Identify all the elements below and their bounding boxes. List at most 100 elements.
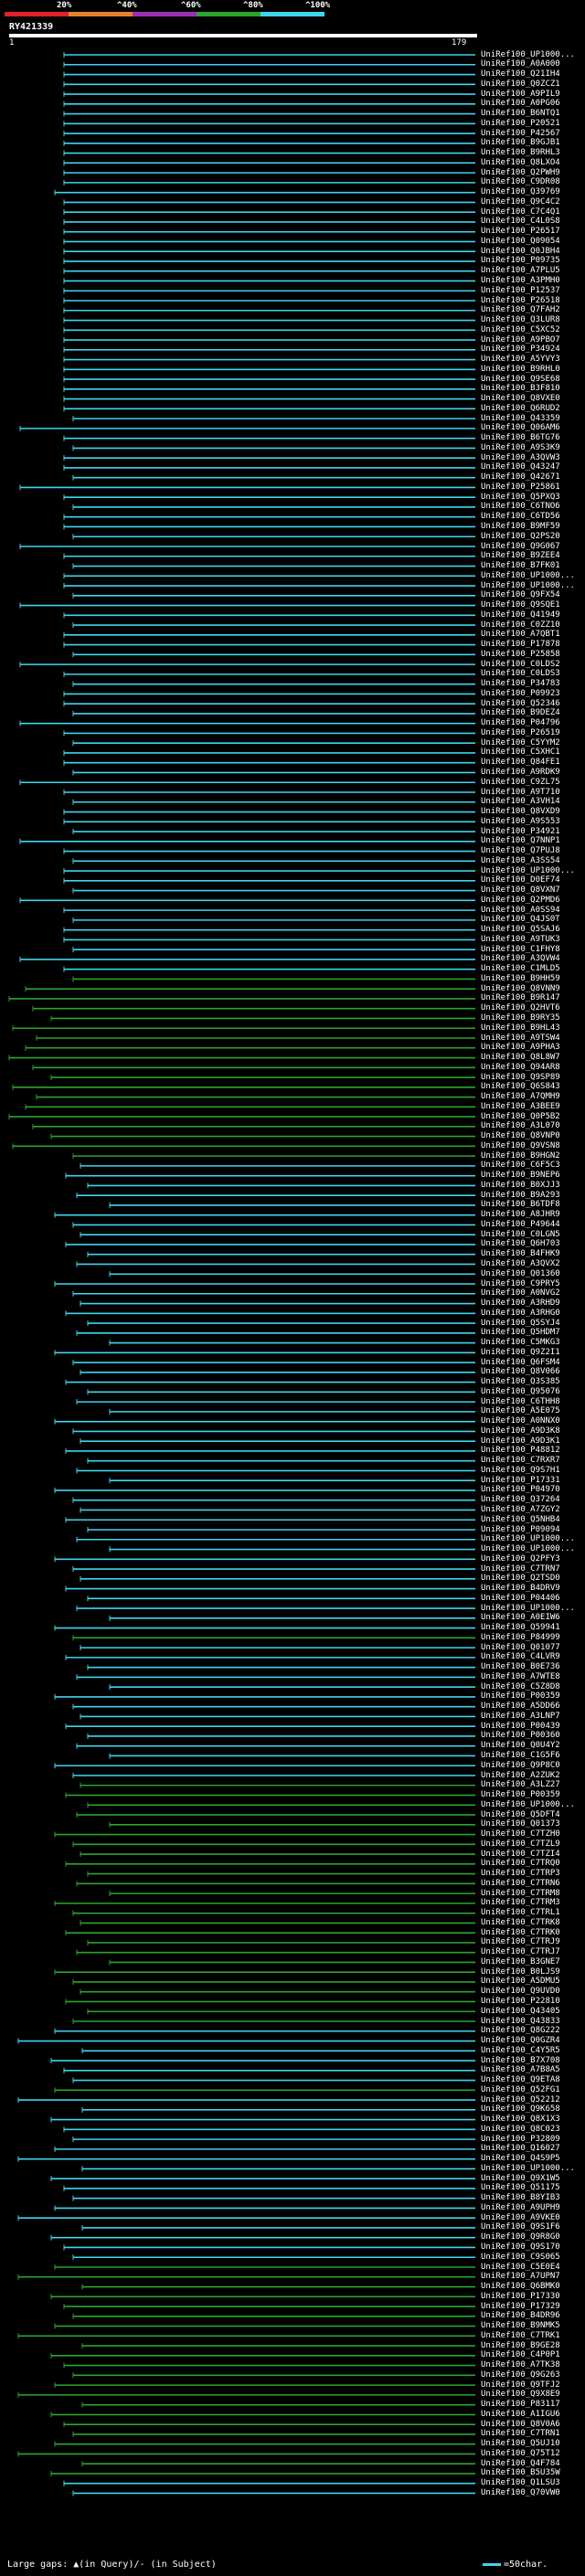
hit-label[interactable]: UniRef100_Q95076 [481, 1386, 560, 1396]
hit-label[interactable]: UniRef100_C5MKG3 [481, 1338, 560, 1348]
hit-label[interactable]: UniRef100_Q9S7H1 [481, 1465, 560, 1475]
hit-label[interactable]: UniRef100_B9ZEE4 [481, 551, 560, 561]
hit-label[interactable]: UniRef100_Q94AR8 [481, 1062, 560, 1072]
hit-label[interactable]: UniRef100_Q43833 [481, 2016, 560, 2026]
hit-label[interactable]: UniRef100_Q6FSM4 [481, 1357, 560, 1367]
hit-label[interactable]: UniRef100_C4L0S8 [481, 217, 560, 227]
hit-label[interactable]: UniRef100_Q9SP89 [481, 1072, 560, 1082]
hit-label[interactable]: UniRef100_Q8V0A6 [481, 2419, 560, 2429]
hit-label[interactable]: UniRef100_P04970 [481, 1485, 560, 1495]
hit-label[interactable]: UniRef100_C5Z8D8 [481, 1681, 560, 1691]
hit-label[interactable]: UniRef100_A2ZUK2 [481, 1770, 560, 1780]
hit-label[interactable]: UniRef100_B9NMK5 [481, 2321, 560, 2331]
hit-label[interactable]: UniRef100_C4Y5R5 [481, 2045, 560, 2055]
hit-label[interactable]: UniRef100_P25861 [481, 482, 560, 492]
hit-label[interactable]: UniRef100_A0A000 [481, 59, 560, 69]
hit-label[interactable]: UniRef100_Q9TFJ2 [481, 2380, 560, 2390]
hit-label[interactable]: UniRef100_Q0ZCZ1 [481, 79, 560, 89]
hit-label[interactable]: UniRef100_C5YYM2 [481, 737, 560, 747]
hit-label[interactable]: UniRef100_B9RY35 [481, 1012, 560, 1023]
hit-label[interactable]: UniRef100_Q52FG1 [481, 2084, 560, 2094]
hit-label[interactable]: UniRef100_B0E736 [481, 1662, 560, 1672]
hit-label[interactable]: UniRef100_A5DMU5 [481, 1977, 560, 1987]
hit-label[interactable]: UniRef100_A7TK38 [481, 2360, 560, 2370]
hit-label[interactable]: UniRef100_UP1000... [481, 1799, 575, 1809]
hit-label[interactable]: UniRef100_A3LZ27 [481, 1780, 560, 1790]
hit-label[interactable]: UniRef100_B8YIB3 [481, 2193, 560, 2203]
hit-label[interactable]: UniRef100_A7ZGY2 [481, 1504, 560, 1514]
hit-label[interactable]: UniRef100_C7TZL9 [481, 1839, 560, 1849]
hit-label[interactable]: UniRef100_P17329 [481, 2301, 560, 2311]
hit-label[interactable]: UniRef100_C6F5C3 [481, 1161, 560, 1171]
hit-label[interactable]: UniRef100_Q9VSN8 [481, 1140, 560, 1150]
hit-label[interactable]: UniRef100_P34783 [481, 679, 560, 689]
hit-label[interactable]: UniRef100_C0LGN5 [481, 1229, 560, 1239]
hit-label[interactable]: UniRef100_A7QBT1 [481, 630, 560, 640]
hit-label[interactable]: UniRef100_P00360 [481, 1731, 560, 1741]
hit-label[interactable]: UniRef100_C7TRK8 [481, 1917, 560, 1927]
hit-label[interactable]: UniRef100_Q0GZR4 [481, 2036, 560, 2046]
hit-label[interactable]: UniRef100_Q8C023 [481, 2124, 560, 2134]
hit-label[interactable]: UniRef100_Q39769 [481, 187, 560, 197]
hit-label[interactable]: UniRef100_P48812 [481, 1446, 560, 1456]
hit-label[interactable]: UniRef100_P25858 [481, 649, 560, 659]
hit-label[interactable]: UniRef100_A9UPH9 [481, 2202, 560, 2212]
hit-label[interactable]: UniRef100_A9S3K9 [481, 442, 560, 452]
hit-label[interactable]: UniRef100_Q16027 [481, 2144, 560, 2154]
hit-label[interactable]: UniRef100_Q09054 [481, 236, 560, 246]
hit-label[interactable]: UniRef100_Q2HVT6 [481, 1003, 560, 1013]
hit-label[interactable]: UniRef100_C5XHC1 [481, 747, 560, 758]
hit-label[interactable]: UniRef100_P26519 [481, 727, 560, 737]
hit-label[interactable]: UniRef100_C1MLD5 [481, 964, 560, 974]
hit-label[interactable]: UniRef100_Q2PWH9 [481, 167, 560, 177]
hit-label[interactable]: UniRef100_Q9K658 [481, 2104, 560, 2115]
hit-label[interactable]: UniRef100_Q9Z2I1 [481, 1347, 560, 1357]
hit-label[interactable]: UniRef100_Q6S843 [481, 1082, 560, 1092]
hit-label[interactable]: UniRef100_Q8VXD9 [481, 807, 560, 817]
hit-label[interactable]: UniRef100_B9R147 [481, 993, 560, 1003]
hit-label[interactable]: UniRef100_Q9C4C2 [481, 196, 560, 207]
hit-label[interactable]: UniRef100_Q9X8E9 [481, 2390, 560, 2400]
hit-label[interactable]: UniRef100_B0LJS9 [481, 1966, 560, 1977]
hit-label[interactable]: UniRef100_B6TG76 [481, 433, 560, 443]
hit-label[interactable]: UniRef100_C7TRM8 [481, 1888, 560, 1898]
hit-label[interactable]: UniRef100_Q8VNP0 [481, 1131, 560, 1141]
hit-label[interactable]: UniRef100_Q9G067 [481, 541, 560, 551]
hit-label[interactable]: UniRef100_C5XC52 [481, 324, 560, 334]
hit-label[interactable]: UniRef100_P12537 [481, 285, 560, 295]
hit-label[interactable]: UniRef100_C7TRJ7 [481, 1947, 560, 1957]
hit-label[interactable]: UniRef100_C7TRK0 [481, 1927, 560, 1937]
hit-label[interactable]: UniRef100_A7WTE8 [481, 1671, 560, 1681]
hit-label[interactable]: UniRef100_C0LDS2 [481, 659, 560, 669]
hit-label[interactable]: UniRef100_Q42671 [481, 472, 560, 482]
hit-label[interactable]: UniRef100_B9MF59 [481, 521, 560, 531]
hit-label[interactable]: UniRef100_Q9S1F6 [481, 2222, 560, 2232]
hit-label[interactable]: UniRef100_Q9P8C0 [481, 1760, 560, 1770]
hit-label[interactable]: UniRef100_C7TRN7 [481, 1564, 560, 1574]
hit-label[interactable]: UniRef100_A7QMH9 [481, 1092, 560, 1102]
hit-label[interactable]: UniRef100_C7TRL1 [481, 1908, 560, 1918]
hit-label[interactable]: UniRef100_Q21IH4 [481, 69, 560, 80]
hit-label[interactable]: UniRef100_Q06AM6 [481, 423, 560, 433]
hit-label[interactable]: UniRef100_B9HL43 [481, 1023, 560, 1033]
hit-label[interactable]: UniRef100_P09094 [481, 1524, 560, 1534]
hit-label[interactable]: UniRef100_Q7PUJ8 [481, 846, 560, 856]
hit-label[interactable]: UniRef100_C0ZZ10 [481, 620, 560, 630]
hit-label[interactable]: UniRef100_C7C4Q1 [481, 207, 560, 217]
hit-label[interactable]: UniRef100_A0NNX0 [481, 1416, 560, 1426]
hit-label[interactable]: UniRef100_B9HGN2 [481, 1150, 560, 1161]
hit-label[interactable]: UniRef100_B4DR96 [481, 2311, 560, 2321]
hit-label[interactable]: UniRef100_Q5SAJ6 [481, 925, 560, 935]
hit-label[interactable]: UniRef100_A3QVX2 [481, 1258, 560, 1268]
hit-label[interactable]: UniRef100_C7TRN6 [481, 1878, 560, 1888]
hit-label[interactable]: UniRef100_Q4F784 [481, 2458, 560, 2468]
hit-label[interactable]: UniRef100_Q3S385 [481, 1377, 560, 1387]
hit-label[interactable]: UniRef100_A3VH14 [481, 797, 560, 807]
hit-label[interactable]: UniRef100_C9PRY5 [481, 1278, 560, 1288]
hit-label[interactable]: UniRef100_Q5HDM7 [481, 1328, 560, 1338]
hit-label[interactable]: UniRef100_P26517 [481, 227, 560, 237]
hit-label[interactable]: UniRef100_Q5UJ10 [481, 2439, 560, 2449]
hit-label[interactable]: UniRef100_P20521 [481, 118, 560, 128]
hit-label[interactable]: UniRef100_P00359 [481, 1691, 560, 1701]
hit-label[interactable]: UniRef100_Q59941 [481, 1623, 560, 1633]
